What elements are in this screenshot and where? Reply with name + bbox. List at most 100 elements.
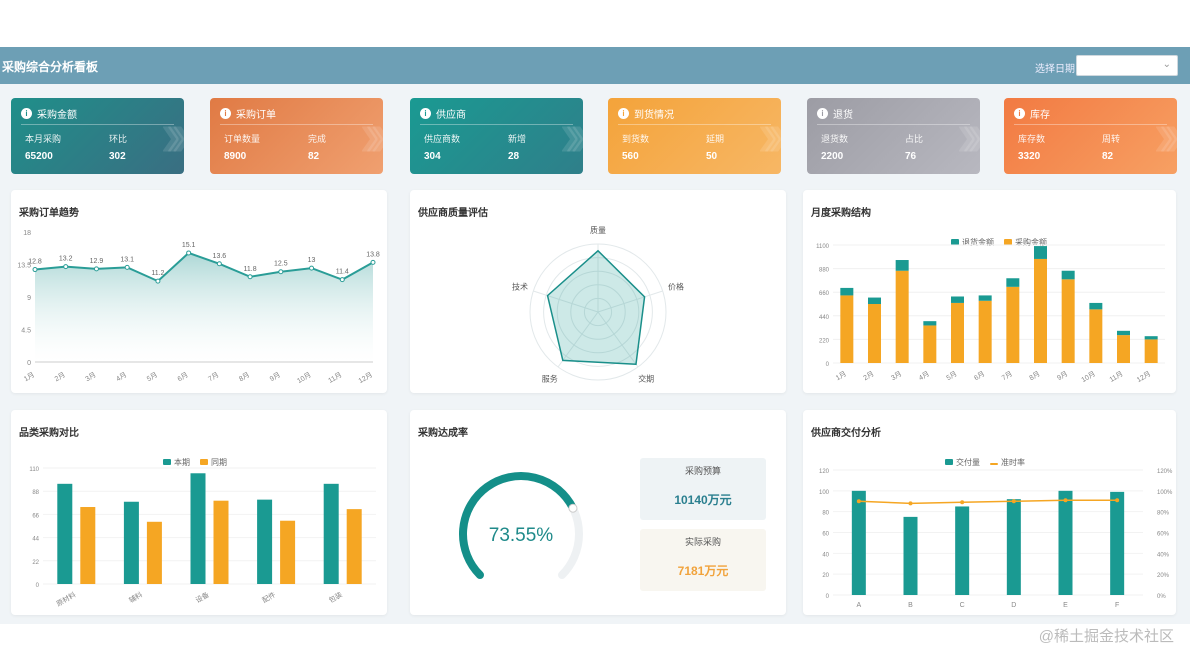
stack-bar-main	[1144, 339, 1158, 363]
info-icon: i	[1014, 108, 1025, 119]
stack-x-tick-label: 2月	[862, 370, 875, 382]
stack-y-tick-label: 1100	[816, 244, 830, 250]
trend-point	[309, 265, 315, 271]
stack-x-tick-label: 9月	[1056, 370, 1069, 382]
stack-y-tick-label: 220	[819, 338, 830, 344]
group-legend: 本期 同期	[163, 457, 227, 468]
stat-card[interactable]: ››› i 采购订单 订单数量 完成 8900 82	[210, 98, 383, 174]
stack-bar-top	[1117, 330, 1130, 336]
trend-point	[339, 277, 345, 283]
trend-title: 采购订单趋势	[19, 208, 79, 219]
info-icon: i	[220, 108, 231, 119]
radar-spoke	[597, 311, 639, 368]
trend-x-tick-label: 4月	[115, 371, 128, 383]
trend-point	[186, 250, 192, 256]
combo-line-point	[960, 500, 965, 505]
stack-bar-top	[1034, 246, 1047, 259]
stat-divider	[220, 124, 373, 125]
stat-card[interactable]: ››› i 到货情况 到货数 延期 560 50	[608, 98, 781, 174]
stack-bar-main	[923, 325, 937, 363]
group-bar-current	[190, 473, 206, 584]
page-title: 采购综合分析看板	[2, 60, 99, 74]
stack-bar-top	[923, 321, 937, 326]
stat-value-2: 82	[1102, 151, 1114, 162]
trend-y-tick-label: 18	[23, 230, 31, 237]
combo-y-tick-label: 20	[822, 573, 829, 579]
trend-point	[124, 264, 130, 270]
trend-x-tick-label: 7月	[207, 371, 220, 383]
combo-y-tick-label: 120	[819, 469, 830, 475]
date-selector-label: 选择日期	[1035, 64, 1075, 75]
group-y-tick-label: 0	[36, 583, 40, 589]
group-x-tick-label: 原材料	[55, 590, 78, 608]
group-bar-current	[123, 501, 139, 584]
gauge-panel: 采购达成率 73.55% 采购预算 10140万元 实际采购 7181万元	[410, 410, 786, 615]
stack-y-tick-label: 660	[819, 291, 830, 297]
stack-bar-top	[951, 296, 964, 303]
chevron-decoration-icon: ›››	[1153, 98, 1177, 170]
stat-label-2: 周转	[1102, 134, 1121, 144]
radar-title: 供应商质量评估	[418, 208, 488, 219]
group-bar-current	[257, 499, 273, 584]
combo-panel: 供应商交付分析 交付量 准时率 0 0% 20 20% 40 40% 60 60% 80 80% 1…	[803, 410, 1176, 615]
stat-value-1: 560	[622, 151, 639, 162]
group-legend-item-2[interactable]: 同期	[200, 457, 227, 468]
group-y-tick-label: 66	[32, 513, 39, 519]
budget-kpi: 采购预算 10140万元	[640, 458, 766, 520]
stack-legend-item-2[interactable]: 采购金额	[1004, 237, 1047, 248]
combo-legend-item-2[interactable]: 准时率	[990, 457, 1025, 468]
combo-legend-item-1[interactable]: 交付量	[945, 457, 980, 468]
budget-kpi-label: 采购预算	[684, 466, 721, 476]
trend-data-label: 12.8	[28, 259, 42, 266]
stack-bar-top	[1144, 336, 1158, 340]
stat-divider	[21, 124, 174, 125]
group-x-tick-label: 辅料	[127, 590, 144, 605]
stat-value-2: 28	[508, 151, 520, 162]
trend-point	[63, 264, 69, 270]
combo-y2-tick-label: 100%	[1157, 490, 1173, 496]
combo-y2-tick-label: 20%	[1157, 573, 1170, 579]
group-y-tick-label: 44	[32, 537, 39, 543]
trend-x-tick-label: 9月	[268, 371, 281, 383]
radar-spoke	[557, 311, 599, 368]
radar-area	[546, 249, 646, 366]
combo-bar	[1058, 490, 1073, 595]
stack-legend-item-1[interactable]: 退货金额	[951, 237, 994, 248]
stat-value-1: 3320	[1018, 151, 1041, 162]
info-icon: i	[420, 108, 431, 119]
trend-area	[35, 252, 373, 362]
stat-value-2: 82	[308, 151, 320, 162]
stat-name: 库存	[1030, 110, 1050, 121]
stat-value-2: 302	[109, 151, 126, 162]
stat-label-2: 延期	[706, 134, 725, 144]
stat-card[interactable]: ››› i 采购金额 本月采购 环比 65200 302	[11, 98, 184, 174]
trend-data-label: 13.6	[213, 253, 227, 260]
trend-data-label: 13.2	[59, 256, 73, 263]
date-selector[interactable]: ⌄	[1076, 55, 1178, 76]
header-bar: 采购综合分析看板 选择日期 ⌄	[0, 47, 1190, 84]
stat-label-1: 库存数	[1018, 134, 1046, 144]
trend-y-tick-label: 9	[27, 295, 31, 302]
trend-x-tick-label: 12月	[357, 371, 374, 385]
chevron-decoration-icon: ›››	[160, 98, 184, 170]
stat-label-2: 占比	[905, 134, 924, 144]
stat-card[interactable]: ››› i 退货 退货数 占比 2200 76	[807, 98, 980, 174]
stack-x-tick-label: 8月	[1028, 370, 1041, 382]
group-bar-current	[323, 483, 339, 584]
trend-x-tick-label: 5月	[145, 371, 158, 383]
stat-value-1: 2200	[821, 151, 844, 162]
stat-card[interactable]: ››› i 供应商 供应商数 新增 304 28	[410, 98, 583, 174]
stat-value-1: 65200	[25, 151, 53, 162]
stat-name: 退货	[833, 110, 853, 121]
trend-x-tick-label: 8月	[238, 371, 251, 383]
stat-value-2: 76	[905, 151, 917, 162]
radar-indicator-label: 服务	[542, 373, 558, 383]
group-y-tick-label: 88	[32, 490, 39, 496]
stat-card[interactable]: ››› i 库存库存数 周转 3320 82	[1004, 98, 1177, 174]
stack-x-tick-label: 1月	[834, 370, 847, 382]
stack-y-tick-label: 440	[819, 315, 830, 321]
trend-point	[370, 259, 376, 265]
group-legend-item-1[interactable]: 本期	[163, 457, 190, 468]
stack-bar-main	[868, 304, 881, 363]
stat-value-1: 304	[424, 151, 441, 162]
